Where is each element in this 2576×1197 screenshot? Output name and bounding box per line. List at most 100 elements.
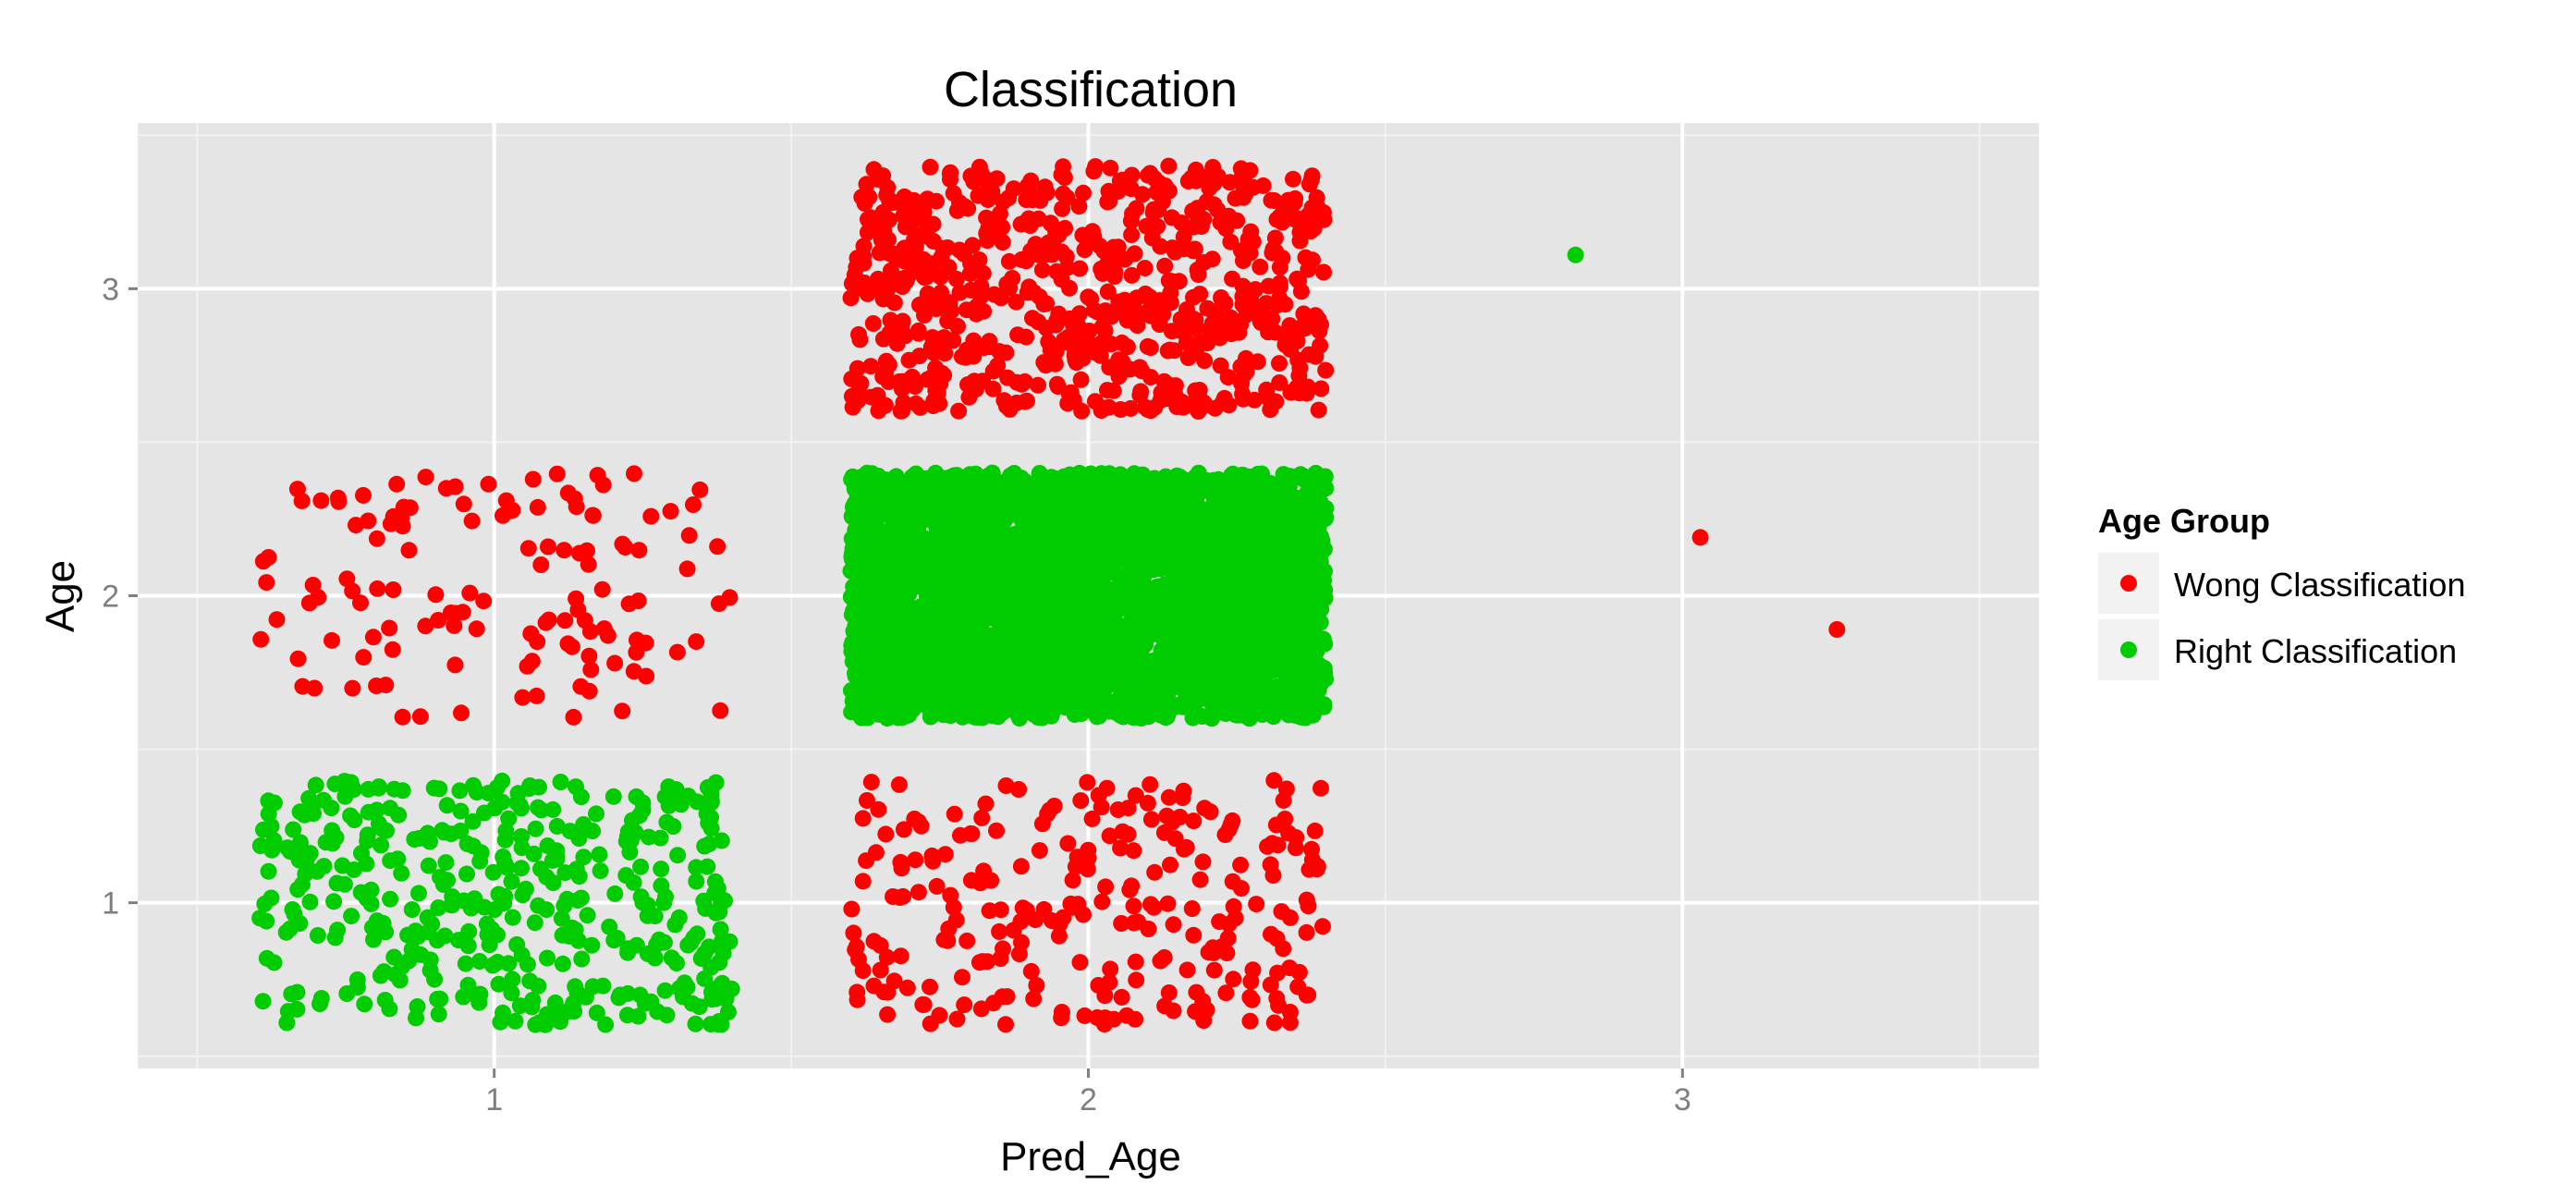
scatter-point	[368, 801, 385, 819]
scatter-point	[385, 948, 403, 966]
scatter-point	[1021, 217, 1039, 234]
scatter-point	[932, 268, 949, 286]
scatter-point	[358, 855, 375, 873]
scatter-point	[1244, 178, 1262, 196]
scatter-point	[1032, 191, 1049, 209]
scatter-point	[254, 993, 272, 1010]
scatter-point	[1221, 174, 1239, 191]
scatter-point	[1166, 830, 1184, 848]
scatter-point	[1161, 341, 1178, 359]
scatter-point	[1108, 637, 1126, 654]
scatter-point	[1099, 193, 1117, 211]
scatter-point	[1178, 961, 1196, 979]
scatter-point	[1225, 971, 1242, 988]
scatter-point	[455, 988, 472, 1006]
scatter-point	[918, 268, 935, 286]
scatter-point	[300, 789, 318, 807]
scatter-point	[1218, 653, 1235, 671]
scatter-point	[1030, 376, 1046, 394]
scatter-point	[948, 1010, 966, 1028]
scatter-point	[1280, 706, 1298, 724]
scatter-point	[1113, 988, 1130, 1006]
scatter-point	[496, 831, 514, 849]
scatter-point	[1225, 898, 1242, 915]
scatter-point	[922, 158, 939, 176]
scatter-point	[514, 689, 531, 706]
scatter-point	[658, 813, 676, 831]
scatter-point	[1079, 700, 1096, 717]
scatter-point	[307, 776, 324, 794]
scatter-point	[431, 780, 448, 798]
scatter-point	[268, 611, 286, 629]
scatter-point	[455, 495, 472, 513]
scatter-point	[1219, 476, 1237, 494]
scatter-point	[328, 874, 346, 892]
scatter-point	[1080, 849, 1097, 867]
scatter-point	[462, 899, 480, 917]
scatter-point	[1071, 484, 1089, 502]
scatter-point	[1255, 654, 1273, 672]
scatter-point	[1115, 688, 1131, 705]
scatter-point	[1199, 618, 1216, 636]
scatter-point	[614, 702, 631, 720]
scatter-point	[1201, 179, 1218, 197]
scatter-point	[980, 469, 997, 486]
scatter-point	[907, 851, 924, 869]
scatter-point	[1126, 465, 1143, 482]
scatter-point	[410, 885, 427, 902]
scatter-point	[863, 506, 880, 523]
scatter-point	[1022, 172, 1040, 189]
scatter-point	[348, 971, 366, 988]
scatter-point	[1105, 1010, 1122, 1028]
scatter-point	[400, 542, 418, 559]
scatter-point	[1017, 393, 1034, 410]
scatter-point	[1129, 913, 1147, 931]
scatter-point	[997, 1016, 1014, 1033]
scatter-point	[619, 984, 637, 1002]
scatter-point	[1264, 569, 1282, 587]
scatter-point	[1101, 827, 1118, 845]
scatter-point	[844, 548, 861, 566]
scatter-point	[1285, 170, 1301, 188]
scatter-point	[443, 897, 460, 914]
scatter-point	[1160, 672, 1178, 690]
scatter-point	[1282, 909, 1299, 926]
scatter-point	[687, 1015, 704, 1032]
scatter-point	[1262, 856, 1279, 873]
scatter-point	[1096, 987, 1114, 1005]
scatter-point	[1055, 185, 1072, 202]
scatter-point	[459, 937, 477, 955]
scatter-point	[309, 862, 326, 880]
scatter-point	[504, 909, 521, 926]
scatter-point	[1123, 877, 1141, 895]
scatter-point	[1110, 351, 1128, 369]
scatter-point	[1094, 399, 1112, 417]
scatter-point	[572, 788, 590, 806]
scatter-point	[1160, 157, 1178, 175]
scatter-point	[1219, 369, 1237, 386]
scatter-point	[1160, 788, 1178, 806]
scatter-point	[583, 936, 601, 954]
scatter-point	[311, 995, 328, 1012]
scatter-point	[946, 805, 963, 823]
scatter-point	[605, 932, 623, 949]
scatter-point	[656, 982, 674, 999]
scatter-point	[420, 857, 437, 874]
scatter-point	[1129, 680, 1145, 697]
scatter-point	[617, 867, 635, 884]
scatter-point	[628, 936, 645, 954]
scatter-point	[1143, 229, 1161, 247]
scatter-point	[385, 780, 403, 798]
scatter-point	[338, 570, 356, 588]
scatter-point	[481, 936, 498, 954]
scatter-point	[912, 817, 930, 835]
scatter-point	[517, 880, 534, 898]
scatter-point	[898, 979, 916, 996]
data-points	[251, 157, 1846, 1033]
scatter-point	[606, 885, 624, 902]
scatter-point	[363, 919, 381, 936]
scatter-point	[509, 785, 527, 802]
scatter-point	[1085, 301, 1103, 319]
scatter-point	[1000, 572, 1018, 590]
scatter-point	[1038, 246, 1056, 263]
